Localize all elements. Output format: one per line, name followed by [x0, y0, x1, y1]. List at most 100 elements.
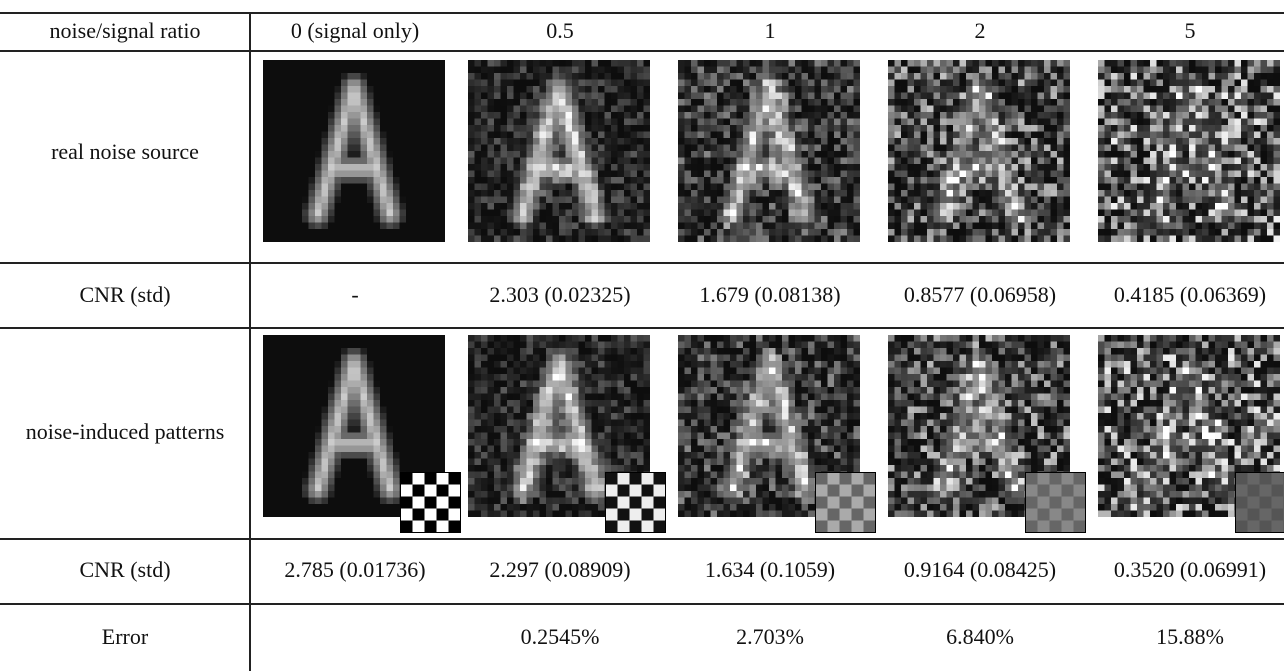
pixel — [698, 60, 705, 67]
pixel — [631, 190, 638, 197]
pixel — [808, 190, 815, 197]
pixel — [585, 236, 592, 243]
pixel — [815, 99, 822, 106]
pixel — [895, 151, 902, 158]
pixel — [908, 216, 915, 223]
pixel — [730, 86, 737, 93]
pixel — [1209, 73, 1216, 80]
pixel — [387, 184, 394, 191]
pixel — [432, 216, 439, 223]
pixel — [854, 145, 861, 152]
pixel — [624, 164, 631, 171]
pixel — [756, 236, 763, 243]
pixel — [559, 145, 566, 152]
pixel — [637, 361, 644, 368]
pixel — [973, 138, 980, 145]
pixel — [1118, 112, 1125, 119]
pixel — [263, 485, 270, 492]
pixel — [1098, 112, 1105, 119]
pixel — [828, 164, 835, 171]
pixel — [546, 151, 553, 158]
pixel — [841, 106, 848, 113]
pixel — [834, 223, 841, 230]
pixel — [439, 452, 446, 459]
pixel — [283, 511, 290, 518]
pixel — [895, 99, 902, 106]
pixel — [1189, 67, 1196, 74]
pixel — [1150, 197, 1157, 204]
pixel — [566, 177, 573, 184]
pixel — [782, 190, 789, 197]
pixel — [1202, 93, 1209, 100]
pixel — [335, 387, 342, 394]
pixel — [533, 190, 540, 197]
pixel — [309, 459, 316, 466]
pixel — [270, 60, 277, 67]
pixel — [1064, 119, 1071, 126]
pixel — [380, 197, 387, 204]
pixel — [1274, 223, 1281, 230]
pixel — [618, 335, 625, 342]
pixel — [315, 452, 322, 459]
pixel — [263, 361, 270, 368]
pixel — [750, 197, 757, 204]
pixel — [1031, 138, 1038, 145]
pixel — [711, 229, 718, 236]
pixel — [566, 361, 573, 368]
pixel — [966, 106, 973, 113]
pixel — [598, 203, 605, 210]
pixel — [1098, 223, 1105, 230]
pixel — [815, 210, 822, 217]
pixel — [624, 60, 631, 67]
pixel — [533, 93, 540, 100]
pixel — [1196, 125, 1203, 132]
pixel — [1064, 93, 1071, 100]
pixel — [1137, 164, 1144, 171]
pixel — [348, 400, 355, 407]
pixel — [488, 184, 495, 191]
pixel — [821, 236, 828, 243]
pixel — [400, 151, 407, 158]
pixel — [1105, 73, 1112, 80]
pixel — [815, 184, 822, 191]
pixel — [507, 60, 514, 67]
pixel — [439, 138, 446, 145]
pixel — [717, 197, 724, 204]
pixel — [724, 99, 731, 106]
pixel — [488, 236, 495, 243]
pixel — [367, 67, 374, 74]
pixel — [559, 381, 566, 388]
pixel — [309, 223, 316, 230]
pixel — [289, 93, 296, 100]
pixel — [1202, 125, 1209, 132]
pixel — [821, 164, 828, 171]
pixel — [618, 184, 625, 191]
pixel — [315, 426, 322, 433]
pixel — [1025, 203, 1032, 210]
pixel — [1005, 190, 1012, 197]
pixel — [393, 229, 400, 236]
pixel — [1241, 86, 1248, 93]
pixel — [1248, 138, 1255, 145]
pixel — [934, 67, 941, 74]
pixel — [348, 184, 355, 191]
pixel — [1038, 73, 1045, 80]
pixel — [341, 400, 348, 407]
pixel — [934, 223, 941, 230]
pixel — [750, 203, 757, 210]
pixel — [1057, 99, 1064, 106]
pixel — [678, 190, 685, 197]
pixel — [361, 203, 368, 210]
pixel — [270, 368, 277, 375]
pixel — [1057, 203, 1064, 210]
pixel — [270, 93, 277, 100]
pixel — [644, 125, 651, 132]
pixel — [999, 67, 1006, 74]
pixel — [592, 197, 599, 204]
pixel — [1196, 190, 1203, 197]
pixel — [895, 197, 902, 204]
pixel — [815, 73, 822, 80]
pixel — [698, 80, 705, 87]
pixel — [1209, 106, 1216, 113]
pixel — [540, 223, 547, 230]
